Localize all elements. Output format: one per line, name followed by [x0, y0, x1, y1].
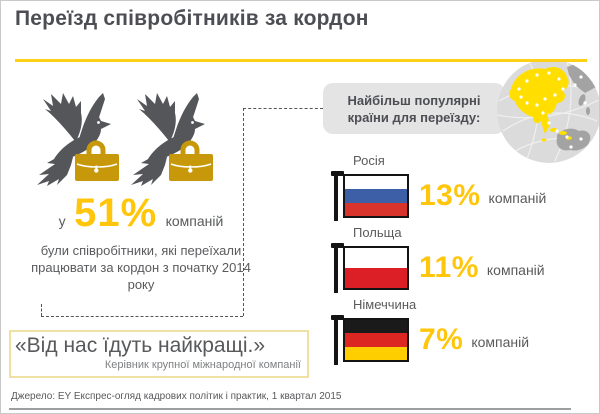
bottom-divider	[9, 408, 571, 410]
country-percent: 11%	[419, 251, 479, 284]
briefcase-icon	[169, 140, 213, 181]
stat-value: 51%	[74, 191, 158, 235]
country-unit: компаній	[471, 334, 530, 350]
quote-text: «Від нас їдуть найкращі.»	[15, 334, 266, 357]
country-name: Польща	[353, 225, 402, 240]
title-divider	[15, 59, 587, 62]
relocating-employee-bird-icon	[123, 91, 218, 191]
country-unit: компаній	[486, 262, 545, 278]
connector-dashed-line	[243, 108, 323, 109]
popular-countries-callout: Найбільш популярні країни для переїзду:	[323, 83, 505, 134]
stat-prefix: у	[58, 213, 66, 229]
country-name: Німеччина	[353, 297, 417, 312]
briefcase-icon	[75, 140, 119, 181]
country-name: Росія	[353, 153, 385, 168]
country-percent: 13%	[419, 179, 481, 212]
page-title: Переїзд співробітників за кордон	[15, 7, 369, 30]
quote-attribution: Керівник крупної міжнародної компанії	[104, 359, 301, 371]
stat-unit: компаній	[165, 213, 224, 229]
quote-box: «Від нас їдуть найкращі.» Керівник крупн…	[9, 330, 309, 378]
country-unit: компаній	[488, 190, 547, 206]
germany-flag-icon	[331, 315, 409, 365]
callout-line-2: країни для переїзду:	[347, 110, 481, 125]
country-row-germany: Німеччина 7% компаній	[331, 297, 593, 365]
country-row-russia: Росія 13% компаній	[331, 153, 593, 221]
relocating-employee-bird-icon	[29, 91, 124, 191]
headline-stat: у 51% компаній були співробітники, які п…	[16, 191, 266, 293]
connector-dashed-line	[243, 108, 244, 316]
globe-map-icon	[497, 59, 599, 163]
poland-flag-icon	[331, 243, 409, 293]
connector-dashed-line	[41, 304, 42, 316]
country-percent: 7%	[419, 323, 464, 356]
callout-line-1: Найбільш популярні	[347, 93, 481, 108]
country-row-poland: Польща 11% компаній	[331, 225, 593, 293]
source-line: Джерело: EY Експрес-огляд кадрових політ…	[11, 391, 342, 402]
connector-dashed-line	[41, 316, 243, 317]
russia-flag-icon	[331, 171, 409, 221]
stat-description: були співробітники, які переїхали працюв…	[31, 243, 251, 292]
